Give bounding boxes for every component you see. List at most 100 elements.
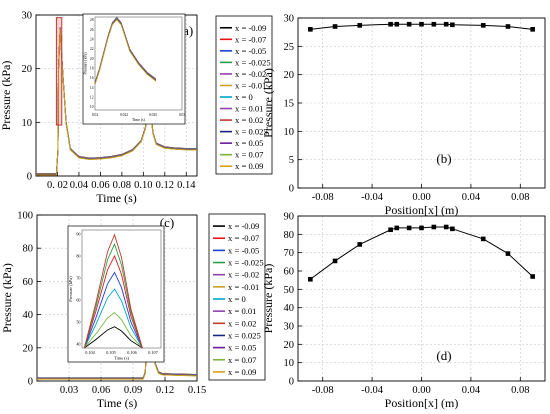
inset-y-tick-label: 90 bbox=[76, 231, 80, 236]
y-tick-label: 10 bbox=[284, 127, 295, 138]
inset-y-tick-label: 28 bbox=[90, 18, 94, 22]
inset-series-line bbox=[94, 19, 157, 85]
data-point bbox=[394, 21, 400, 27]
x-tick-label: 0.09 bbox=[124, 385, 142, 396]
y-tick-label: 60 bbox=[23, 277, 34, 288]
inset-y-tick-label: 40 bbox=[76, 341, 80, 346]
inset-x-axis-title: Time (s) bbox=[114, 356, 129, 361]
y-tick-label: 80 bbox=[23, 244, 34, 255]
inset-x-axis-title: Time (s) bbox=[132, 118, 146, 122]
inset-x-tick-label: 0.106 bbox=[127, 350, 136, 355]
data-point bbox=[443, 224, 449, 230]
data-point bbox=[480, 23, 486, 28]
inset-y-tick-label: 50 bbox=[76, 319, 80, 324]
x-tick-label: 0.04 bbox=[70, 180, 89, 191]
x-tick-label: 0.00 bbox=[412, 192, 430, 203]
data-point bbox=[419, 225, 424, 231]
legend-item: x = -0.09 bbox=[235, 23, 266, 33]
legend-item: x = -0.02 bbox=[235, 69, 266, 79]
data-point bbox=[406, 225, 412, 231]
legend-item: x = 0 bbox=[235, 92, 253, 102]
y-tick-label: 0 bbox=[27, 172, 32, 183]
y-tick-label: 50 bbox=[284, 285, 295, 296]
y-tick-label: 40 bbox=[284, 303, 295, 314]
legend-item: x = 0.09 bbox=[228, 367, 256, 377]
y-tick-label: 10 bbox=[22, 118, 33, 129]
inset-y-axis-title: Pressure (kPa) bbox=[68, 276, 73, 302]
y-tick-label: 30 bbox=[284, 14, 295, 25]
inset-y-tick-label: 12 bbox=[90, 96, 94, 100]
panel-c: 0.03 0.06 0.09 0.12 0.15 0 20 40 60 80 100 Time (s)… bbox=[0, 211, 266, 410]
inset-y-tick-label: 22 bbox=[90, 47, 94, 51]
legend-item: x = -0.02 bbox=[228, 270, 259, 280]
y-tick-label: 0 bbox=[28, 377, 33, 388]
y-tick-label: 80 bbox=[284, 230, 295, 241]
x-tick-label: 0. 02 bbox=[47, 180, 68, 191]
inset-x-tick-label: 0.02 bbox=[92, 113, 98, 117]
y-tick-label: 20 bbox=[23, 343, 34, 354]
inset-x-tick-label: 0.104 bbox=[85, 350, 95, 355]
inset-peak-curve bbox=[83, 312, 143, 349]
data-point bbox=[431, 224, 437, 230]
legend: x = -0.09 x = -0.07 x = -0.05 x = -0.025 x =… bbox=[208, 213, 266, 381]
panel-d: -0.08 -0.04 0.00 0.04 0.08 0 10 20 30 40 50 60 70 80 9… bbox=[261, 212, 546, 410]
legend-item: x = 0.07 bbox=[235, 150, 264, 160]
legend-item: x = 0.05 bbox=[235, 138, 263, 148]
y-tick-label: 0 bbox=[289, 377, 294, 388]
legend-item: x = 0.025 bbox=[235, 127, 268, 137]
inset-peak-curve bbox=[83, 288, 143, 349]
x-tick-label: 0.04 bbox=[462, 385, 481, 396]
inset-frame bbox=[67, 225, 165, 363]
panel-label: (b) bbox=[436, 151, 451, 166]
y-tick-label: 100 bbox=[17, 211, 33, 222]
y-axis-title: Pressure (kPa) bbox=[0, 61, 13, 131]
inset-plot-frame bbox=[81, 229, 162, 349]
inset-y-tick-label: 14 bbox=[90, 86, 94, 90]
y-tick-label: 70 bbox=[284, 248, 295, 259]
x-axis-title: Position[x] (m) bbox=[385, 203, 459, 217]
y-tick-label: 5 bbox=[289, 155, 294, 166]
y-tick-label: 60 bbox=[284, 267, 295, 278]
legend-item: x = -0.05 bbox=[235, 46, 266, 56]
x-tick-label: -0.04 bbox=[361, 385, 384, 396]
x-tick-label: 0.06 bbox=[91, 180, 109, 191]
y-axis-title: Pressure (kPa) bbox=[261, 264, 275, 334]
data-point bbox=[357, 242, 363, 247]
x-tick-label: -0.08 bbox=[312, 192, 334, 203]
highlight-box bbox=[55, 17, 63, 126]
inset-x-tick-label: 0.105 bbox=[106, 350, 115, 355]
data-point bbox=[450, 226, 455, 232]
inset: 0.02 0.022 0.025 0.03 28 26 24 22 20 18 16 14 12 10 Ti… bbox=[82, 13, 186, 125]
x-axis-title: Position[x] (m) bbox=[385, 396, 459, 410]
legend-item: x = -0.07 bbox=[228, 233, 260, 243]
legend-item: x = -0.01 bbox=[235, 80, 266, 90]
legend-item: x = 0.025 bbox=[228, 330, 261, 340]
series-line bbox=[36, 28, 197, 176]
inset-x-tick-label: 0.022 bbox=[120, 113, 128, 117]
data-point bbox=[505, 251, 511, 256]
x-tick-label: 0.12 bbox=[156, 180, 174, 191]
legend-item: x = -0.09 bbox=[228, 221, 259, 231]
x-tick-label: 0.08 bbox=[511, 385, 529, 396]
data-point bbox=[332, 24, 338, 29]
y-axis-title: Pressure (kPa) bbox=[0, 263, 14, 333]
y-tick-label: 20 bbox=[284, 340, 295, 351]
x-tick-label: 0.14 bbox=[177, 180, 196, 191]
inset-y-tick-label: 26 bbox=[90, 28, 94, 32]
legend-item: x = 0.09 bbox=[235, 161, 263, 171]
inset-y-tick-label: 20 bbox=[90, 57, 94, 61]
panel-b: -0.08 -0.04 0.00 0.04 0.08 0 5 10 15 20 25 30 Positi… bbox=[261, 14, 546, 217]
y-tick-label: 10 bbox=[284, 358, 295, 369]
legend-frame bbox=[215, 15, 273, 175]
inset-x-tick-label: 0.03 bbox=[179, 113, 185, 117]
legend-item: x = -0.025 bbox=[228, 258, 264, 268]
x-tick-label: 0.00 bbox=[412, 385, 430, 396]
y-tick-label: 20 bbox=[284, 70, 295, 81]
inset-peak-curve bbox=[83, 271, 143, 349]
data-point bbox=[480, 236, 486, 242]
legend-frame bbox=[208, 213, 266, 381]
data-point bbox=[332, 258, 338, 264]
inset-y-tick-label: 60 bbox=[76, 297, 80, 302]
x-tick-label: -0.04 bbox=[361, 192, 384, 203]
